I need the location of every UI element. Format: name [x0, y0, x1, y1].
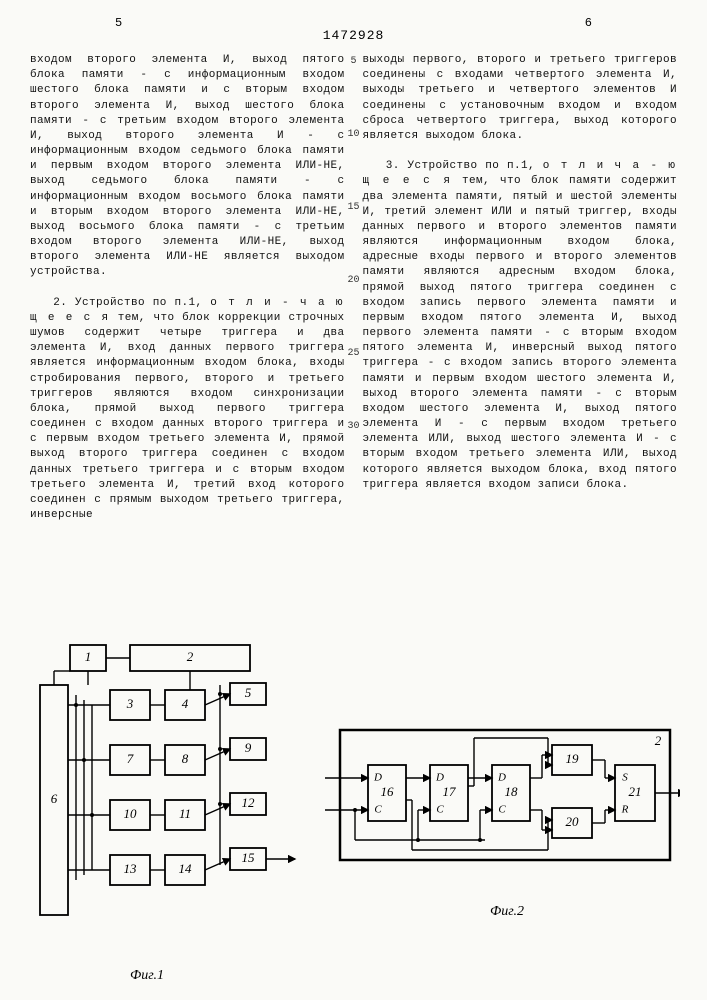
block-label: 3 [126, 696, 134, 711]
pin-label: C [436, 804, 444, 816]
block-label: 18 [505, 784, 519, 799]
block-label: 6 [51, 791, 58, 806]
figure-2-caption: Фиг.2 [490, 904, 524, 920]
pin-label: D [435, 772, 444, 784]
page-number-left: 5 [115, 16, 122, 30]
pin-label: D [373, 772, 382, 784]
block-label: 13 [124, 861, 138, 876]
figure-1: 1 2 6 3 4 5 7 8 9 [40, 645, 295, 915]
block-label: 17 [443, 784, 457, 799]
line-mark: 15 [347, 202, 359, 213]
block-label: 2 [187, 649, 194, 664]
block-label: 4 [182, 696, 189, 711]
block-label: 19 [566, 751, 580, 766]
pin-label: D [497, 772, 506, 784]
block-label: 7 [127, 751, 134, 766]
paragraph-text: 2. Устройство по п.1, [53, 297, 210, 309]
figures-svg: 1 2 6 3 4 5 7 8 9 [30, 635, 680, 985]
figure-2: 2 D C 16 D C 17 D C 18 19 [325, 730, 680, 860]
paragraph-text: тем, что блок коррекции строчных шумов с… [30, 312, 345, 521]
column-2: выходы первого, второго и третьего тригг… [363, 53, 678, 523]
pin-label: C [374, 804, 382, 816]
line-mark: 30 [347, 421, 359, 432]
block-label: 11 [179, 806, 191, 821]
paragraph-text: тем, что блок памяти содержит два элемен… [363, 175, 678, 490]
line-number-gutter: 5 10 15 20 25 30 [347, 56, 359, 432]
block-label: 1 [85, 649, 92, 664]
block-label: 20 [566, 814, 580, 829]
paragraph-text: выходы первого, второго и третьего тригг… [363, 54, 678, 142]
doc-number: 1472928 [30, 28, 677, 43]
line-mark: 10 [347, 129, 359, 140]
paragraph-text: 3. Устройство по п.1, [386, 160, 543, 172]
block-label: 12 [242, 795, 256, 810]
block-label: 15 [242, 850, 256, 865]
page: 5 1472928 6 5 10 15 20 25 30 входом втор… [0, 0, 707, 1000]
column-1: входом второго элемента И, выход пятого … [30, 53, 345, 523]
page-number-right: 6 [585, 16, 592, 30]
block-label: 9 [245, 740, 252, 755]
pin-label: C [498, 804, 506, 816]
line-mark: 20 [347, 275, 359, 286]
paragraph-text: входом второго элемента И, выход пятого … [30, 54, 345, 278]
block-label: 21 [629, 784, 642, 799]
line-mark: 25 [347, 348, 359, 359]
figure-1-caption: Фиг.1 [130, 968, 164, 984]
block-label: 10 [124, 806, 138, 821]
pin-label: S [622, 772, 628, 784]
block-label: 2 [655, 733, 662, 748]
pin-label: R [621, 804, 629, 816]
figures-area: 1 2 6 3 4 5 7 8 9 [30, 635, 677, 990]
block-label: 14 [179, 861, 193, 876]
block-label: 8 [182, 751, 189, 766]
block-label: 5 [245, 685, 252, 700]
block-label: 16 [381, 784, 395, 799]
line-mark: 5 [347, 56, 359, 67]
